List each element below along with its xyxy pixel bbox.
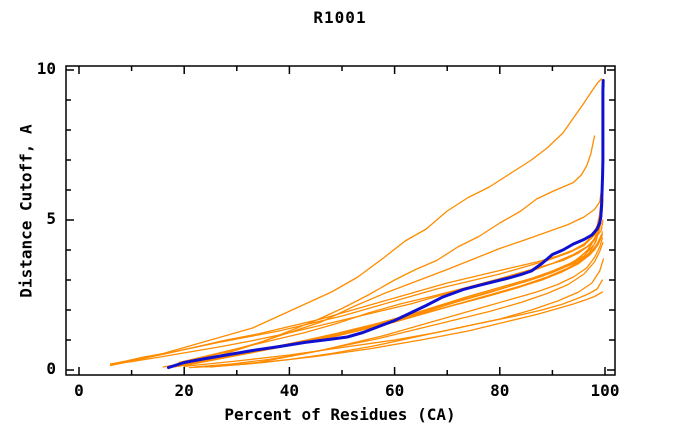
model-curve: [183, 198, 604, 365]
y-tick-label: 0: [46, 359, 56, 378]
x-axis-label: Percent of Residues (CA): [224, 405, 456, 424]
x-tick-label: 20: [174, 381, 194, 400]
model-curve: [109, 219, 604, 366]
model-curve: [188, 237, 604, 369]
model-curve: [115, 210, 603, 365]
x-tick-label: 80: [490, 381, 510, 400]
model-curve: [188, 214, 603, 366]
x-tick-label: 40: [279, 381, 300, 400]
model-curve: [183, 279, 604, 368]
plot-frame: [65, 65, 616, 376]
x-tick-label: 60: [384, 381, 405, 400]
model-curve: [209, 291, 604, 368]
highlight-curve: [166, 79, 605, 370]
model-curve: [109, 78, 602, 365]
chart-title: R1001: [313, 8, 367, 27]
model-curve: [194, 241, 604, 368]
x-tick-label: 0: [74, 381, 84, 400]
model-curve: [178, 222, 602, 364]
x-tick-label: 100: [590, 381, 620, 400]
model-curve: [167, 162, 604, 368]
y-tick-label: 5: [46, 209, 56, 228]
model-curve: [173, 210, 601, 367]
y-tick-label: 10: [36, 59, 56, 78]
